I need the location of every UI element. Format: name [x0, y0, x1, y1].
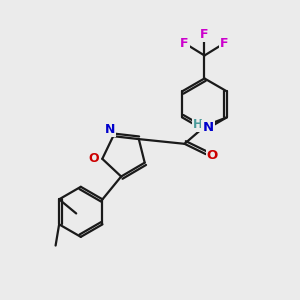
Text: F: F	[200, 28, 209, 41]
Text: N: N	[104, 123, 115, 136]
Text: F: F	[180, 37, 189, 50]
Text: O: O	[89, 152, 99, 165]
Text: N: N	[202, 122, 214, 134]
Text: H: H	[193, 118, 202, 130]
Text: F: F	[220, 37, 229, 50]
Text: O: O	[207, 149, 218, 162]
